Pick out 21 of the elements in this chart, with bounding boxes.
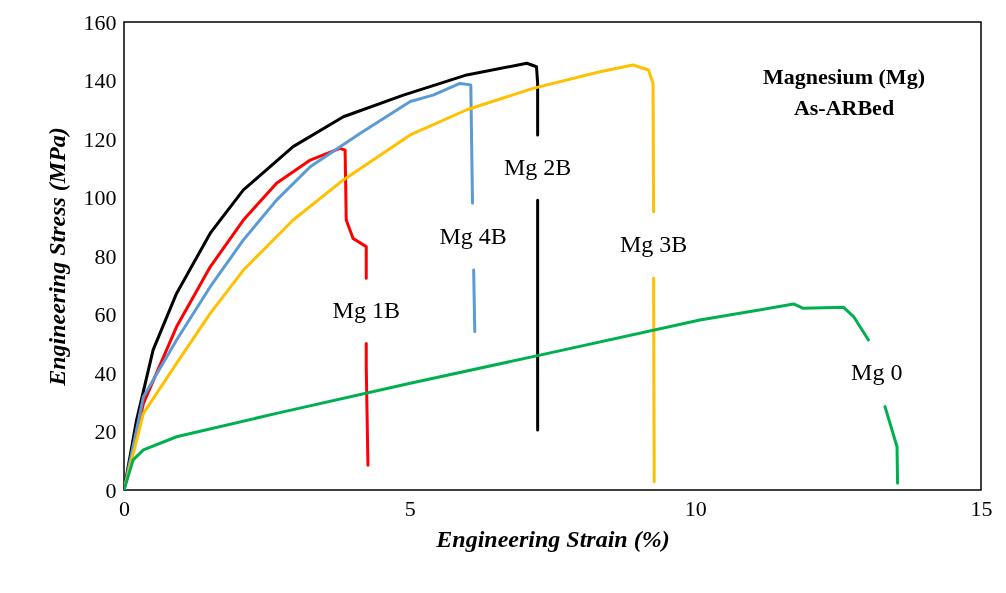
- series-label: Mg 0: [851, 359, 903, 386]
- y-tick-label: 120: [83, 126, 117, 152]
- y-tick-label: 160: [83, 9, 117, 35]
- annotation: As-ARBed: [793, 95, 895, 120]
- y-tick-label: 40: [94, 360, 117, 386]
- annotation: Magnesium (Mg): [763, 64, 925, 89]
- x-axis-title: Engineering Strain (%): [435, 525, 670, 552]
- series-label: Mg 3B: [619, 231, 688, 258]
- series-label: Mg 4B: [439, 222, 507, 249]
- series-label: Mg 2B: [503, 153, 572, 180]
- series-label: Mg 1B: [332, 296, 400, 323]
- x-tick-label: 5: [404, 495, 416, 521]
- y-tick-label: 0: [105, 477, 117, 503]
- y-tick-label: 140: [83, 68, 117, 93]
- y-tick-label: 60: [94, 302, 117, 327]
- y-tick-label: 100: [83, 185, 117, 210]
- x-tick-label: 15: [970, 495, 993, 521]
- y-tick-label: 20: [94, 419, 117, 444]
- y-axis-title: Engineering Stress (MPa): [43, 127, 70, 387]
- x-tick-label: 10: [684, 495, 707, 521]
- y-tick-label: 80: [94, 243, 117, 269]
